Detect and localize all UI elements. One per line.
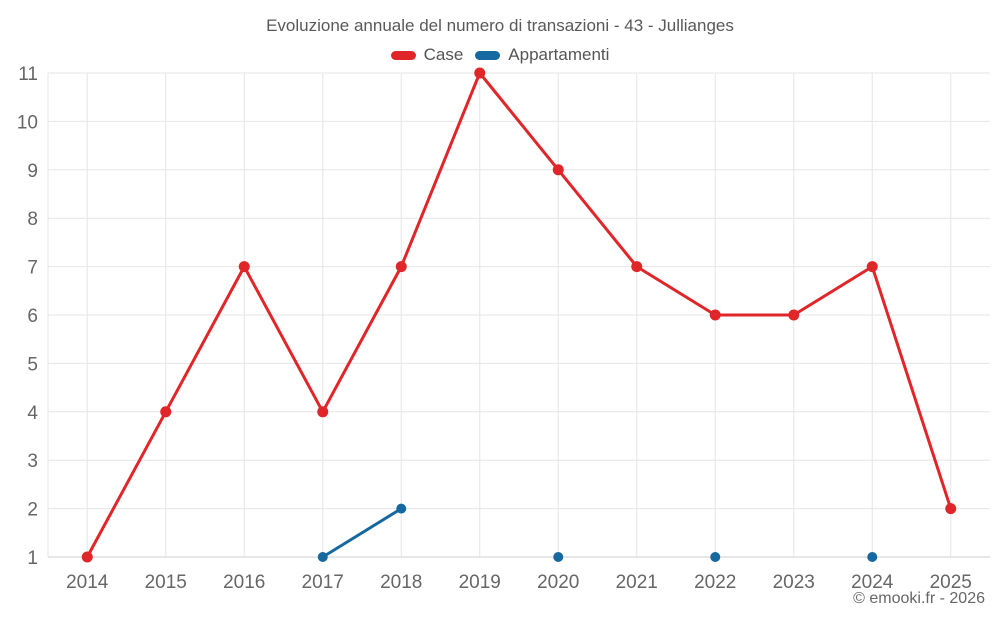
data-point-case-2016[interactable] [238, 261, 250, 273]
data-point-case-2021[interactable] [631, 261, 643, 273]
data-point-appartamenti-2024[interactable] [867, 552, 878, 562]
x-tick-label: 2017 [302, 572, 344, 593]
data-point-case-2015[interactable] [160, 406, 172, 418]
x-tick-label: 2022 [694, 572, 736, 593]
legend-item-appartamenti[interactable]: Appartamenti [475, 45, 609, 65]
x-tick-label: 2020 [537, 572, 579, 593]
y-tick-label: 8 [27, 209, 38, 230]
data-point-appartamenti-2022[interactable] [710, 552, 721, 562]
x-tick-label: 2021 [616, 572, 658, 593]
y-tick-label: 11 [18, 64, 38, 85]
y-tick-label: 5 [27, 354, 38, 375]
y-tick-label: 2 [27, 500, 38, 521]
data-point-case-2024[interactable] [866, 261, 878, 273]
data-point-case-2023[interactable] [788, 309, 800, 321]
y-tick-label: 9 [27, 161, 38, 182]
y-tick-label: 6 [27, 306, 38, 327]
legend-swatch-case-icon [390, 50, 416, 60]
x-tick-label: 2019 [459, 572, 501, 593]
legend-label-appartamenti: Appartamenti [508, 45, 610, 64]
series-line-appartamenti [323, 509, 873, 557]
y-tick-label: 4 [27, 403, 38, 424]
data-point-case-2014[interactable] [81, 551, 93, 563]
x-tick-label: 2016 [223, 572, 265, 593]
chart-title: Evoluzione annuale del numero di transaz… [266, 16, 734, 35]
legend-label-case: Case [423, 45, 464, 64]
y-tick-label: 10 [17, 112, 38, 133]
x-tick-label: 2024 [851, 572, 894, 593]
y-tick-label: 7 [27, 258, 38, 279]
y-tick-label: 1 [27, 548, 38, 569]
data-point-appartamenti-2017[interactable] [317, 552, 328, 562]
x-tick-label: 2018 [380, 572, 422, 593]
x-tick-label: 2014 [66, 572, 109, 593]
legend-item-case[interactable]: Case [390, 45, 464, 65]
data-point-case-2025[interactable] [945, 503, 957, 515]
legend-swatch-appartamenti-icon [475, 50, 501, 60]
data-point-case-2019[interactable] [474, 67, 486, 79]
y-tick-label: 3 [27, 451, 38, 472]
series-line-case [85, 71, 953, 559]
x-tick-label: 2015 [145, 572, 187, 593]
legend: Case Appartamenti [0, 45, 1000, 65]
data-point-appartamenti-2020[interactable] [553, 552, 564, 562]
data-point-case-2018[interactable] [395, 261, 407, 273]
x-tick-label: 2025 [930, 572, 972, 593]
data-point-case-2020[interactable] [552, 164, 564, 176]
copyright-text: © emooki.fr - 2026 [853, 590, 985, 607]
data-point-case-2022[interactable] [709, 309, 721, 321]
data-point-appartamenti-2018[interactable] [396, 503, 407, 514]
data-point-case-2017[interactable] [317, 406, 329, 418]
x-tick-label: 2023 [773, 572, 815, 593]
